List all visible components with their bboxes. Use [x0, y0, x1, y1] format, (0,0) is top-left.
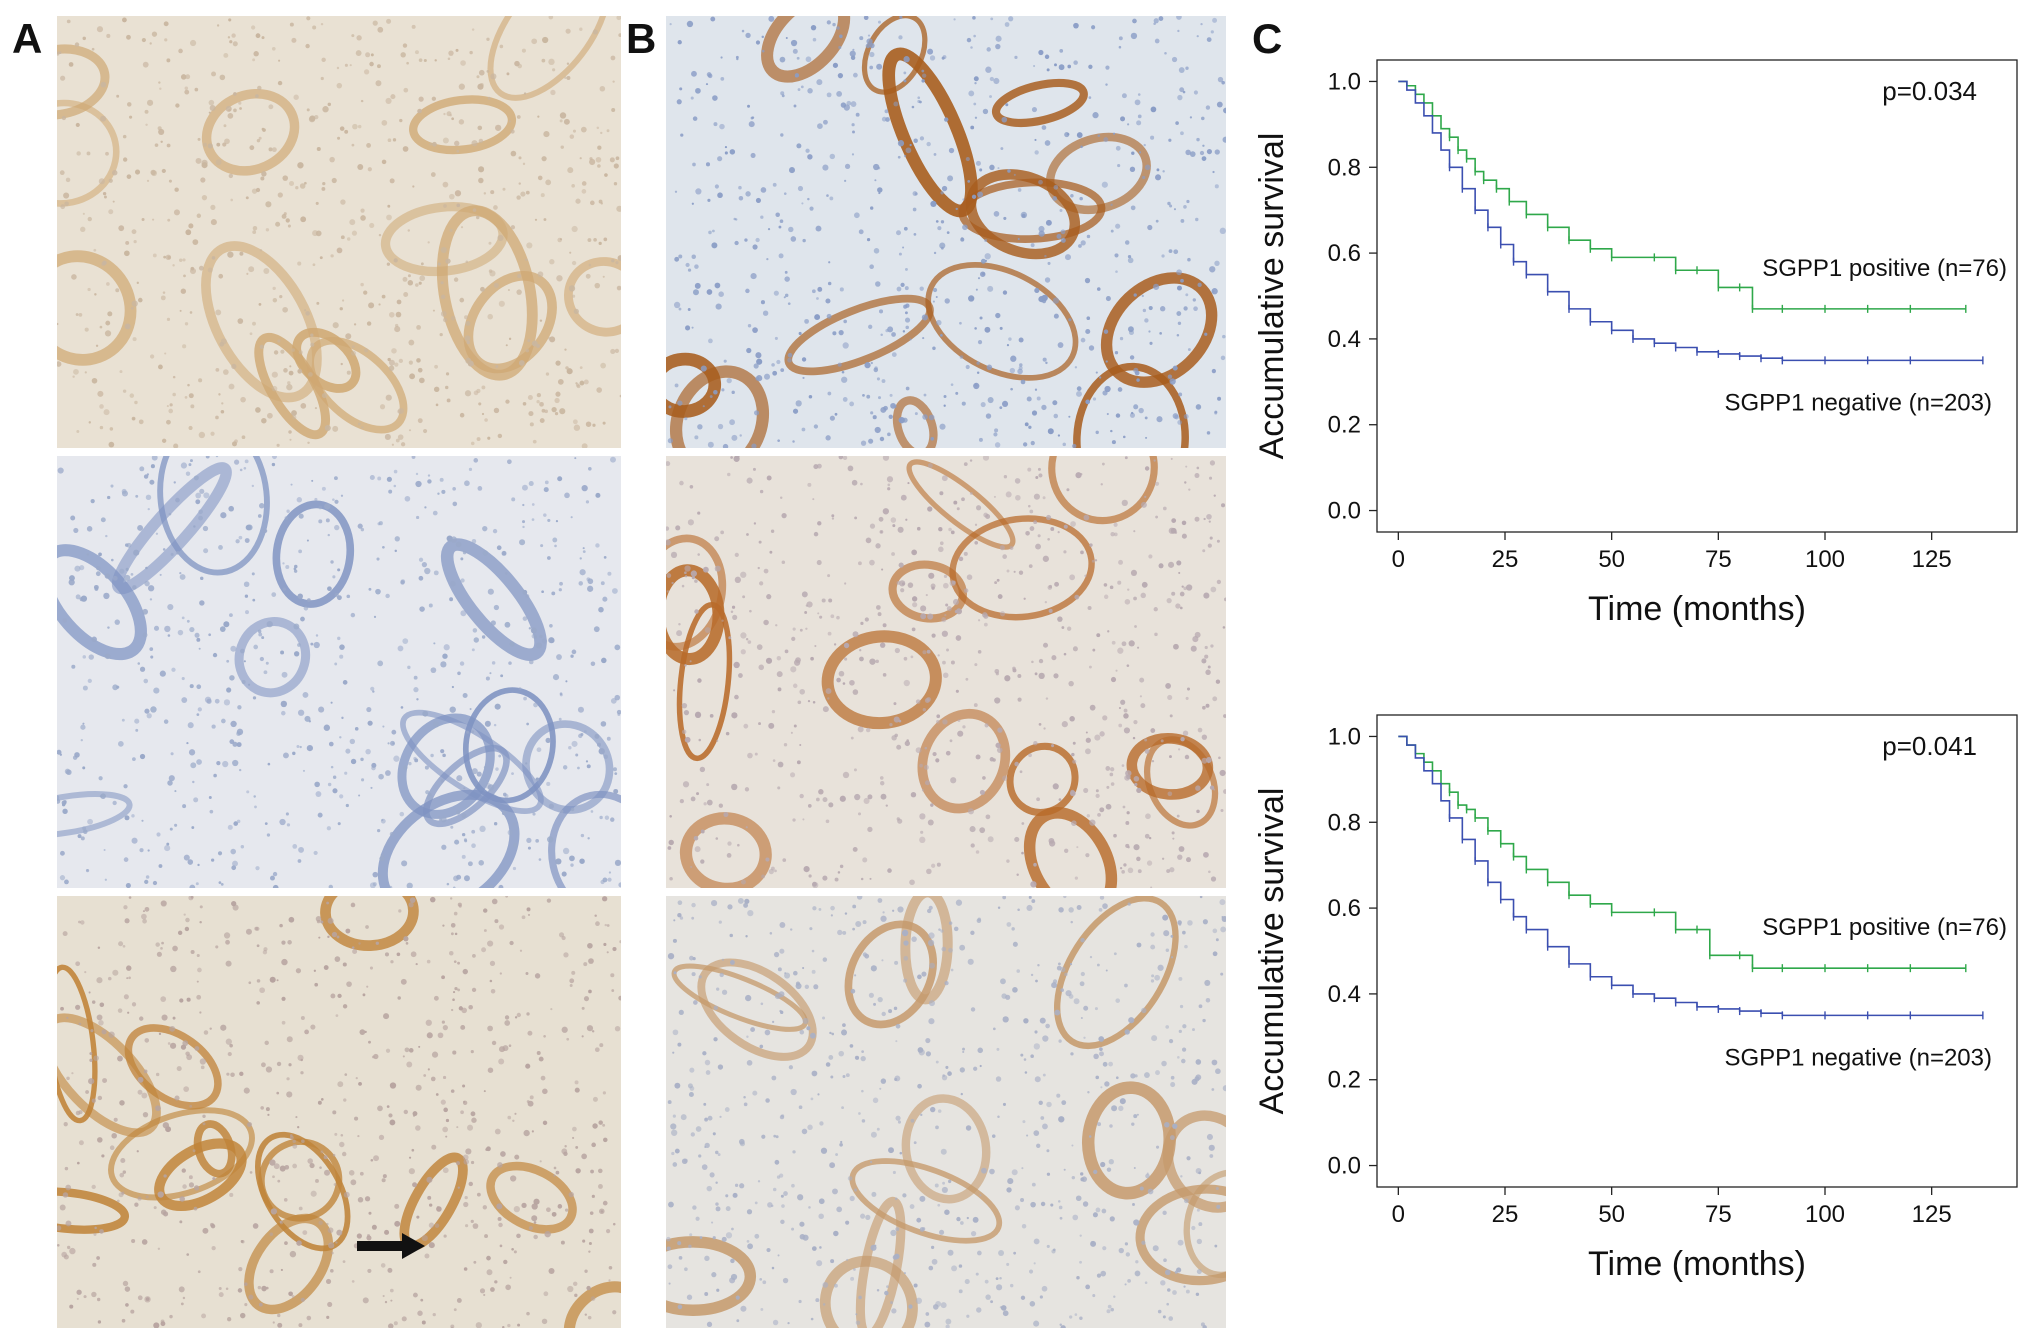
y-axis-label: Accumulative survival	[1253, 133, 1291, 460]
x-axis-label: Time (months)	[1588, 590, 1806, 628]
y-tick-label: 0.6	[1328, 240, 1361, 267]
panel-label-b: B	[626, 15, 657, 62]
x-axis-label: Time (months)	[1588, 1245, 1806, 1283]
x-tick-label: 50	[1598, 1201, 1625, 1228]
micrograph-b2	[666, 456, 1226, 888]
micrograph-b2-image	[666, 456, 1226, 888]
series-line-negative	[1398, 735, 1983, 1017]
y-axis-label: Accumulative survival	[1253, 788, 1291, 1115]
x-tick-label: 100	[1805, 1201, 1845, 1228]
y-tick-label: 0.6	[1328, 895, 1361, 922]
series-line-negative	[1398, 80, 1983, 362]
x-tick-label: 125	[1912, 546, 1952, 573]
panel-label-c: C	[1252, 15, 1283, 62]
x-tick-label: 100	[1805, 546, 1845, 573]
micrograph-a3	[57, 896, 621, 1328]
y-tick-label: 0.2	[1328, 412, 1361, 439]
x-tick-label: 25	[1492, 546, 1519, 573]
km-chart-top: 0 25 50 75 100 125 0.0 0.2 0.4 0.6 0.8 1.0 Time (mon…	[1240, 59, 2030, 680]
micrograph-b1	[666, 16, 1226, 448]
x-tick-label: 0	[1392, 1201, 1405, 1228]
micrograph-a3-image	[57, 896, 621, 1328]
series-label-positive: SGPP1 positive (n=76)	[1762, 914, 2007, 941]
x-tick-label: 0	[1392, 546, 1405, 573]
series-label-negative: SGPP1 negative (n=203)	[1724, 389, 1992, 416]
series-label-negative: SGPP1 negative (n=203)	[1724, 1044, 1992, 1071]
p-value-annotation: p=0.034	[1882, 76, 1977, 106]
y-tick-label: 0.8	[1328, 809, 1361, 836]
y-tick-label: 0.4	[1328, 981, 1361, 1008]
x-tick-label: 25	[1492, 1201, 1519, 1228]
y-tick-label: 0.4	[1328, 326, 1361, 353]
y-tick-label: 0.0	[1328, 1153, 1361, 1180]
x-tick-label: 75	[1705, 1201, 1732, 1228]
p-value-annotation: p=0.041	[1882, 731, 1977, 761]
x-tick-label: 75	[1705, 546, 1732, 573]
y-tick-label: 1.0	[1328, 723, 1361, 750]
km-chart-bottom: 0 25 50 75 100 125 0.0 0.2 0.4 0.6 0.8 1.0 Time (mon…	[1240, 714, 2030, 1335]
y-tick-label: 1.0	[1328, 68, 1361, 95]
x-tick-label: 50	[1598, 546, 1625, 573]
y-tick-label: 0.8	[1328, 154, 1361, 181]
micrograph-b3-image	[666, 896, 1226, 1328]
micrograph-a2-image	[57, 456, 621, 888]
micrograph-a1	[57, 16, 621, 448]
micrograph-b3	[666, 896, 1226, 1328]
micrograph-a2	[57, 456, 621, 888]
y-tick-label: 0.0	[1328, 498, 1361, 525]
micrograph-a1-image	[57, 16, 621, 448]
series-label-positive: SGPP1 positive (n=76)	[1762, 255, 2007, 282]
km-chart-bottom-svg: 0 25 50 75 100 125 0.0 0.2 0.4 0.6 0.8 1.0 Time (mon…	[1253, 714, 2018, 1283]
km-chart-top-svg: 0 25 50 75 100 125 0.0 0.2 0.4 0.6 0.8 1.0 Time (mon…	[1253, 59, 2018, 628]
panel-label-a: A	[12, 15, 43, 62]
plot-frame	[1376, 59, 2018, 533]
micrograph-b1-image	[666, 16, 1226, 448]
x-tick-label: 125	[1912, 1201, 1952, 1228]
plot-frame	[1376, 714, 2018, 1188]
arrow-icon	[357, 1233, 425, 1259]
y-tick-label: 0.2	[1328, 1067, 1361, 1094]
